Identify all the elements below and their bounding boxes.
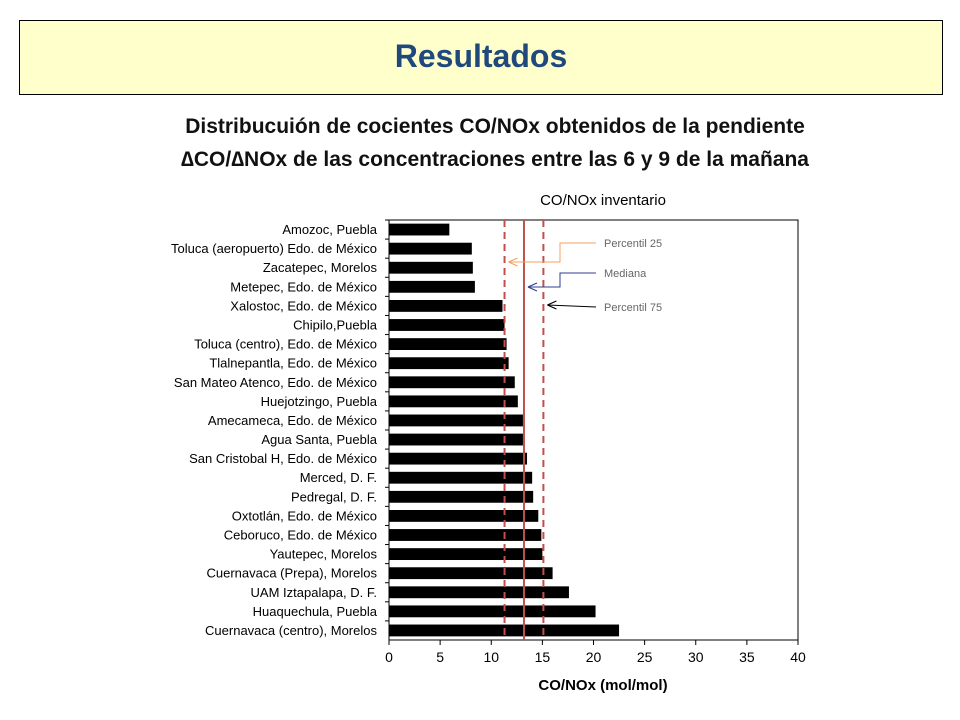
bar — [389, 414, 523, 427]
category-label: Cuernavaca (centro), Morelos — [205, 623, 377, 638]
percentile-25-legend: Percentil 25 — [604, 238, 662, 250]
category-label: Chipilo,Puebla — [293, 318, 378, 333]
category-label: Merced, D. F. — [300, 470, 377, 485]
chart-subtitle: Distribucuión de cocientes CO/NOx obteni… — [0, 110, 960, 176]
category-label: Tlalnepantla, Edo. de México — [209, 356, 377, 371]
percentile-75-arrow — [547, 304, 597, 308]
bar — [389, 223, 450, 236]
bar — [389, 338, 507, 351]
x-tick-label: 25 — [637, 649, 653, 665]
percentile-75-legend: Percentil 75 — [604, 302, 662, 314]
x-tick-label: 40 — [790, 649, 806, 665]
category-label: Toluca (aeropuerto) Edo. de México — [171, 241, 377, 256]
subtitle-line-2: ∆CO/∆NOx de las concentraciones entre la… — [181, 148, 809, 171]
bar — [389, 319, 505, 331]
category-label: Metepec, Edo. de México — [230, 279, 377, 294]
bar — [389, 567, 553, 580]
category-label: Toluca (centro), Edo. de México — [194, 337, 377, 352]
category-label: Pedregal, D. F. — [291, 489, 377, 504]
bar — [389, 548, 543, 561]
x-tick-label: 35 — [739, 649, 755, 665]
category-label: San Mateo Atenco, Edo. de México — [174, 375, 377, 390]
bar — [389, 299, 503, 312]
category-label: Yautepec, Morelos — [270, 547, 378, 562]
bar — [389, 261, 473, 274]
median-arrow — [527, 272, 596, 288]
bar — [389, 509, 539, 522]
bar — [389, 452, 528, 465]
bar — [389, 471, 533, 484]
category-label: Cuernavaca (Prepa), Morelos — [206, 566, 377, 581]
x-tick-label: 20 — [586, 649, 602, 665]
bar — [389, 605, 596, 618]
bar — [389, 376, 515, 389]
bar — [389, 242, 472, 255]
category-label: Amozoc, Puebla — [282, 222, 377, 237]
bar — [389, 490, 534, 503]
category-label: Zacatepec, Morelos — [263, 260, 378, 275]
bar — [389, 280, 475, 293]
category-label: Ceboruco, Edo. de México — [224, 528, 377, 543]
category-label: Huejotzingo, Puebla — [261, 394, 378, 409]
x-tick-label: 0 — [385, 649, 393, 665]
bar — [389, 395, 518, 408]
percentile-75-arrow-head — [547, 300, 557, 310]
x-axis-label: CO/NOx (mol/mol) — [538, 677, 667, 694]
x-tick-label: 10 — [483, 649, 499, 665]
category-label: Amecameca, Edo. de México — [208, 413, 377, 428]
category-label: Agua Santa, Puebla — [261, 432, 377, 447]
bar — [389, 586, 569, 599]
bar — [389, 357, 509, 370]
chart-title: CO/NOx inventario — [540, 192, 666, 209]
subtitle-line-1: Distribucuión de cocientes CO/NOx obteni… — [185, 115, 805, 138]
x-tick-label: 5 — [436, 649, 444, 665]
x-tick-label: 15 — [535, 649, 551, 665]
category-label: Xalostoc, Edo. de México — [230, 298, 377, 313]
page-title: Resultados — [394, 38, 568, 74]
x-tick-label: 30 — [688, 649, 704, 665]
title-banner: Resultados — [19, 20, 943, 95]
bar — [389, 433, 523, 446]
median-arrow-head — [527, 282, 538, 292]
percentile-25-arrow-head — [508, 257, 518, 267]
bar — [389, 529, 542, 541]
category-label: Oxtotlán, Edo. de México — [232, 508, 377, 523]
median-legend: Mediana — [604, 268, 647, 280]
category-label: San Cristobal H, Edo. de México — [189, 451, 377, 466]
category-label: UAM Iztapalapa, D. F. — [251, 585, 377, 600]
category-label: Huaquechula, Puebla — [253, 604, 378, 619]
percentile-25-arrow — [508, 242, 596, 263]
